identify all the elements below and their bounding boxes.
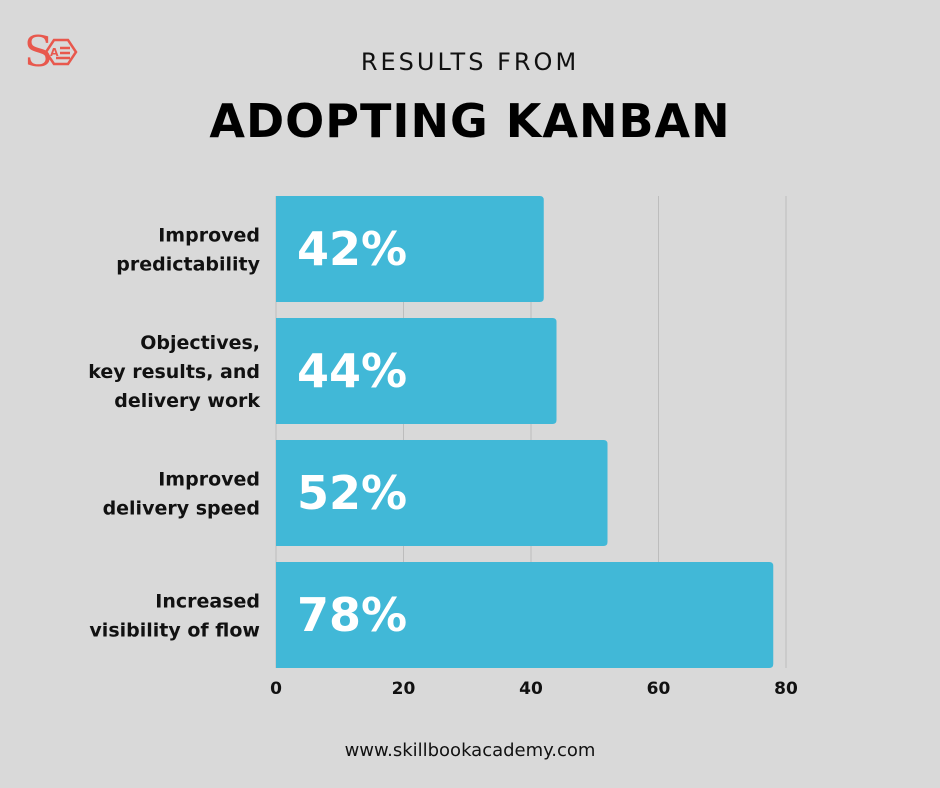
bar (276, 318, 557, 424)
page-subtitle: RESULTS FROM (360, 48, 580, 76)
bar-value-label: 42% (297, 222, 407, 276)
footer-url: www.skillbookacademy.com (344, 740, 596, 761)
book-document-icon (44, 38, 78, 66)
bar (276, 196, 544, 302)
category-label: Improved predictability (116, 225, 260, 276)
bar (276, 440, 608, 546)
brand-logo: S A (24, 28, 78, 74)
category-label: Increased visibility of flow (89, 591, 260, 642)
page-title: ADOPTING KANBAN (209, 94, 731, 148)
category-label: Objectives, key results, and delivery work (88, 332, 260, 412)
category-label: Improved delivery speed (103, 469, 260, 520)
bar-value-label: 78% (297, 588, 407, 642)
bar-value-label: 52% (297, 466, 407, 520)
bar (276, 562, 774, 668)
bar-value-label: 44% (297, 344, 407, 398)
x-tick-label: 40 (519, 679, 543, 699)
svg-text:A: A (50, 46, 59, 59)
x-tick-label: 60 (647, 679, 671, 699)
x-tick-label: 0 (270, 679, 282, 699)
x-tick-label: 20 (392, 679, 416, 699)
x-tick-label: 80 (774, 679, 798, 699)
